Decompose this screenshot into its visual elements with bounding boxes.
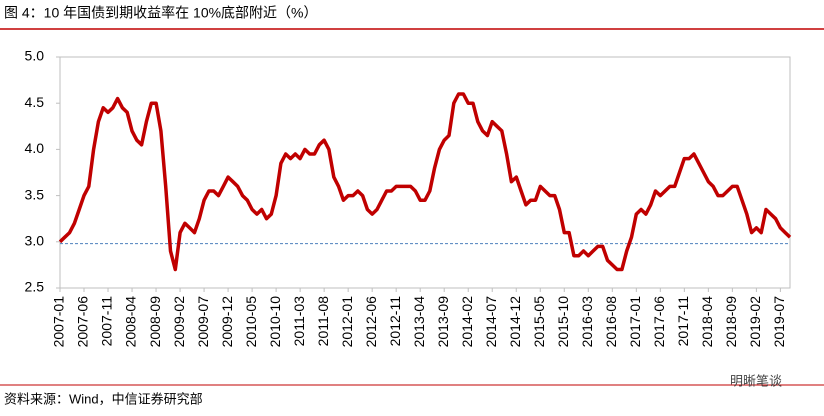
x-tick-label: 2008-09: [147, 296, 163, 348]
x-tick-label: 2009-12: [219, 296, 235, 348]
x-tick-label: 2012-01: [339, 296, 355, 348]
source: 资料来源：Wind，中信证券研究部: [4, 391, 203, 406]
x-tick-label: 2019-07: [771, 296, 787, 348]
x-tick-label: 2007-06: [75, 296, 91, 348]
x-tick-label: 2010-05: [243, 296, 259, 348]
line-series: [58, 92, 792, 272]
x-tick-label: 2007-01: [51, 296, 67, 348]
y-tick-label: 3.0: [25, 233, 45, 249]
x-tick-label: 2014-12: [507, 296, 523, 348]
x-tick-label: 2011-03: [291, 296, 307, 347]
x-tick-label: 2008-04: [123, 296, 139, 348]
x-tick-label: 2009-07: [195, 296, 211, 348]
watermark: 明晰笔谈: [730, 373, 782, 388]
x-tick-label: 2007-11: [99, 296, 115, 347]
x-tick-label: 2015-05: [531, 296, 547, 348]
x-tick-label: 2011-08: [315, 296, 331, 347]
x-tick-label: 2018-09: [723, 296, 739, 348]
x-tick-label: 2013-09: [435, 296, 451, 348]
x-tick-label: 2014-07: [483, 296, 499, 348]
x-tick-label: 2019-02: [747, 296, 763, 348]
chart-title: 图 4：10 年国债到期收益率在 10%底部附近（%）: [4, 5, 318, 21]
x-tick-label: 2010-10: [267, 296, 283, 348]
x-tick-label: 2014-02: [459, 296, 475, 348]
x-tick-label: 2016-03: [579, 296, 595, 348]
x-tick-label: 2015-10: [555, 296, 571, 348]
x-tick-label: 2012-06: [363, 296, 379, 348]
x-tick-label: 2013-04: [411, 296, 427, 348]
y-tick-label: 2.5: [25, 279, 45, 295]
y-tick-label: 4.0: [25, 140, 45, 156]
x-tick-label: 2018-04: [699, 296, 715, 348]
x-tick-label: 2017-06: [651, 296, 667, 348]
x-tick-label: 2017-11: [675, 296, 691, 347]
x-tick-label: 2016-08: [603, 296, 619, 348]
x-tick-label: 2009-02: [171, 296, 187, 348]
plot-frame: [59, 56, 791, 289]
y-tick-label: 3.5: [25, 186, 45, 202]
x-tick-label: 2017-01: [627, 296, 643, 348]
y-tick-label: 5.0: [25, 48, 45, 64]
y-tick-label: 4.5: [25, 94, 45, 110]
x-tick-label: 2012-11: [387, 296, 403, 347]
